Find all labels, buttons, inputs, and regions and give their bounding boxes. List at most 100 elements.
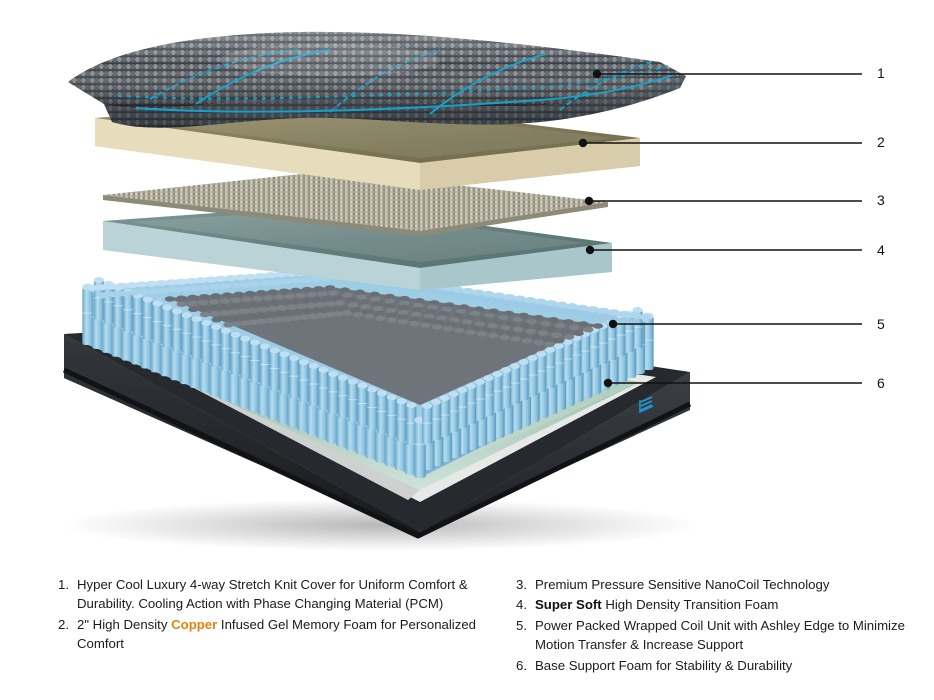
callout-dot-5 [608, 319, 618, 329]
diagram-canvas [60, 31, 862, 551]
layer-transition-foam [103, 205, 612, 290]
coil-cylinder [492, 371, 503, 412]
coil-cap [524, 297, 537, 304]
coil-cap [256, 290, 267, 296]
coil-cap [231, 321, 242, 327]
knit-cover-sheen [220, 44, 440, 76]
coil-cylinder [328, 370, 339, 414]
coil-cap [577, 321, 589, 327]
coil-cap [219, 310, 230, 316]
legend-item-text: 2" High Density Copper Infused Gel Memor… [77, 615, 488, 654]
coil-cap [241, 296, 252, 303]
coil-cap [412, 307, 423, 313]
coil-cap [279, 278, 292, 285]
coil-cap [223, 322, 234, 328]
coil-cap [564, 309, 577, 316]
coil-cap [413, 302, 424, 308]
coil-cap [479, 316, 490, 323]
coil-cap [229, 282, 241, 289]
coil-cap [244, 290, 256, 297]
coil-cap [209, 310, 220, 317]
knit-cover-accent-lines [117, 49, 677, 115]
coil-cylinder [536, 351, 547, 392]
legend-item-text: Power Packed Wrapped Coil Unit with Ashl… [535, 616, 926, 655]
coil-cylinder [191, 316, 202, 360]
coil-cap [385, 307, 397, 314]
base-shadow [60, 499, 700, 551]
coil-cylinder [377, 390, 388, 434]
coil-cap [269, 279, 282, 286]
coil-cap [301, 308, 313, 315]
coil-cap [498, 314, 509, 321]
coil-cap [284, 293, 296, 299]
coil-cap [310, 276, 322, 283]
coil-cap [115, 282, 128, 289]
coil-cap [476, 331, 488, 337]
coil-cylinders-right [414, 307, 654, 474]
coil-cap [105, 283, 118, 290]
coil-cap [195, 277, 208, 284]
coil-cap [546, 326, 557, 333]
coil-cap [487, 322, 498, 329]
coil-cap [563, 319, 574, 325]
coil-cap [356, 294, 367, 300]
callout-dot-2 [578, 138, 588, 148]
coil-cap [482, 327, 493, 333]
coil-cap [239, 302, 250, 308]
coil-cap [499, 334, 510, 341]
coil-cap [282, 316, 293, 322]
ashley-edge-logo-badge [639, 396, 654, 414]
coil-cap [188, 306, 199, 313]
coil-cylinder [240, 335, 251, 379]
coil-cap [469, 295, 482, 302]
coil-cap [238, 314, 250, 320]
coil-cap [398, 300, 410, 306]
coil-cap [300, 277, 312, 284]
coil-cylinder [201, 319, 212, 363]
coil-cap [205, 276, 217, 283]
coil-cap [461, 287, 474, 295]
coil-cap [199, 293, 210, 300]
coil-cap [259, 300, 271, 307]
coil-cap [576, 304, 589, 311]
coil-cap [360, 304, 371, 310]
coil-cap [607, 315, 619, 322]
coil-cap [542, 336, 553, 342]
coil-cap [434, 319, 445, 326]
coil-cap [240, 320, 251, 326]
coil-cap [208, 305, 220, 311]
coil-cap [398, 305, 410, 311]
coil-cap [554, 322, 566, 329]
callout-dot-6 [603, 378, 613, 388]
coil-cap [399, 295, 410, 302]
coil-cap [290, 278, 302, 284]
coil-caps [86, 267, 651, 348]
coil-cap [639, 313, 651, 321]
coil-cap [607, 309, 620, 316]
coil-cap [211, 316, 222, 323]
legend-text-segment: Hyper Cool Luxury 4-way Stretch Knit Cov… [77, 577, 468, 612]
coil-cap [350, 307, 361, 313]
coil-cap [292, 309, 304, 315]
coil-cap [273, 317, 285, 323]
coil-cap [158, 287, 171, 294]
coil-cap [238, 308, 249, 314]
coil-cap [118, 290, 130, 297]
coil-cylinder [553, 343, 564, 384]
coil-cap [538, 330, 549, 336]
coil-cap [362, 308, 373, 315]
coil-cylinder [483, 375, 494, 416]
coil-cap [187, 294, 199, 301]
coil-cap [533, 324, 544, 331]
legend-text-segment: Super Soft [535, 597, 602, 613]
coil-cap [473, 306, 485, 312]
legend-item-marker: 1. [58, 577, 69, 592]
nanocoil-sheen [103, 171, 608, 231]
coil-cap [370, 296, 382, 302]
coil-cylinder [439, 395, 450, 436]
coil-cap [446, 321, 457, 328]
coil-cap [316, 312, 327, 319]
coil-cap [273, 294, 285, 300]
coil-cap [555, 301, 568, 308]
coil-cap [301, 286, 313, 293]
